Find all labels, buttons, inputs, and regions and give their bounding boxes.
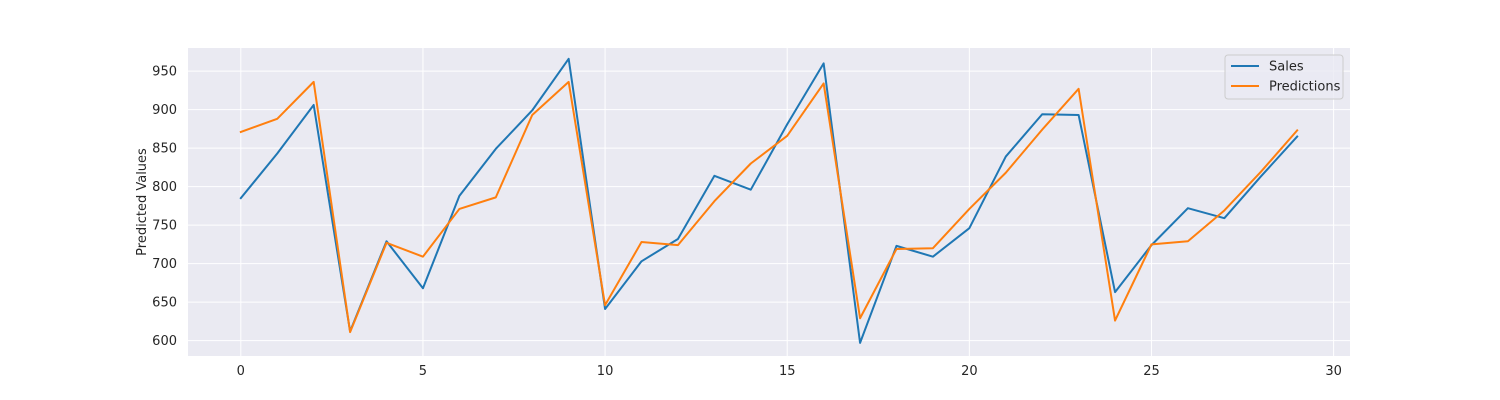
series-layer — [239, 57, 1299, 344]
grid-lines — [188, 48, 1350, 356]
legend: Sales Predictions — [1224, 54, 1344, 100]
x-tick-label: 20 — [961, 364, 978, 379]
x-tick-label: 0 — [237, 364, 245, 379]
y-tick-label: 750 — [152, 219, 177, 234]
x-tick-label: 5 — [419, 364, 427, 379]
x-tick-label: 30 — [1325, 364, 1342, 379]
y-tick-labels: 600 650 700 750 800 850 900 950 — [152, 65, 177, 350]
x-tick-labels: 0 5 10 15 20 25 30 — [237, 364, 1342, 379]
y-tick-label: 850 — [152, 142, 177, 157]
y-tick-label: 650 — [152, 296, 177, 311]
legend-label-sales: Sales — [1269, 60, 1304, 75]
plot-background — [188, 48, 1350, 356]
legend-label-predictions: Predictions — [1269, 80, 1341, 95]
y-tick-label: 600 — [152, 334, 177, 349]
x-tick-label: 15 — [779, 364, 796, 379]
x-tick-label: 25 — [1143, 364, 1160, 379]
series-line-predictions — [239, 80, 1299, 334]
y-tick-label: 800 — [152, 180, 177, 195]
series-line-sales — [239, 57, 1299, 344]
y-tick-label: 950 — [152, 65, 177, 80]
y-tick-label: 900 — [152, 103, 177, 118]
x-tick-label: 10 — [597, 364, 614, 379]
y-tick-label: 700 — [152, 257, 177, 272]
y-axis-title: Predicted Values — [135, 148, 150, 256]
